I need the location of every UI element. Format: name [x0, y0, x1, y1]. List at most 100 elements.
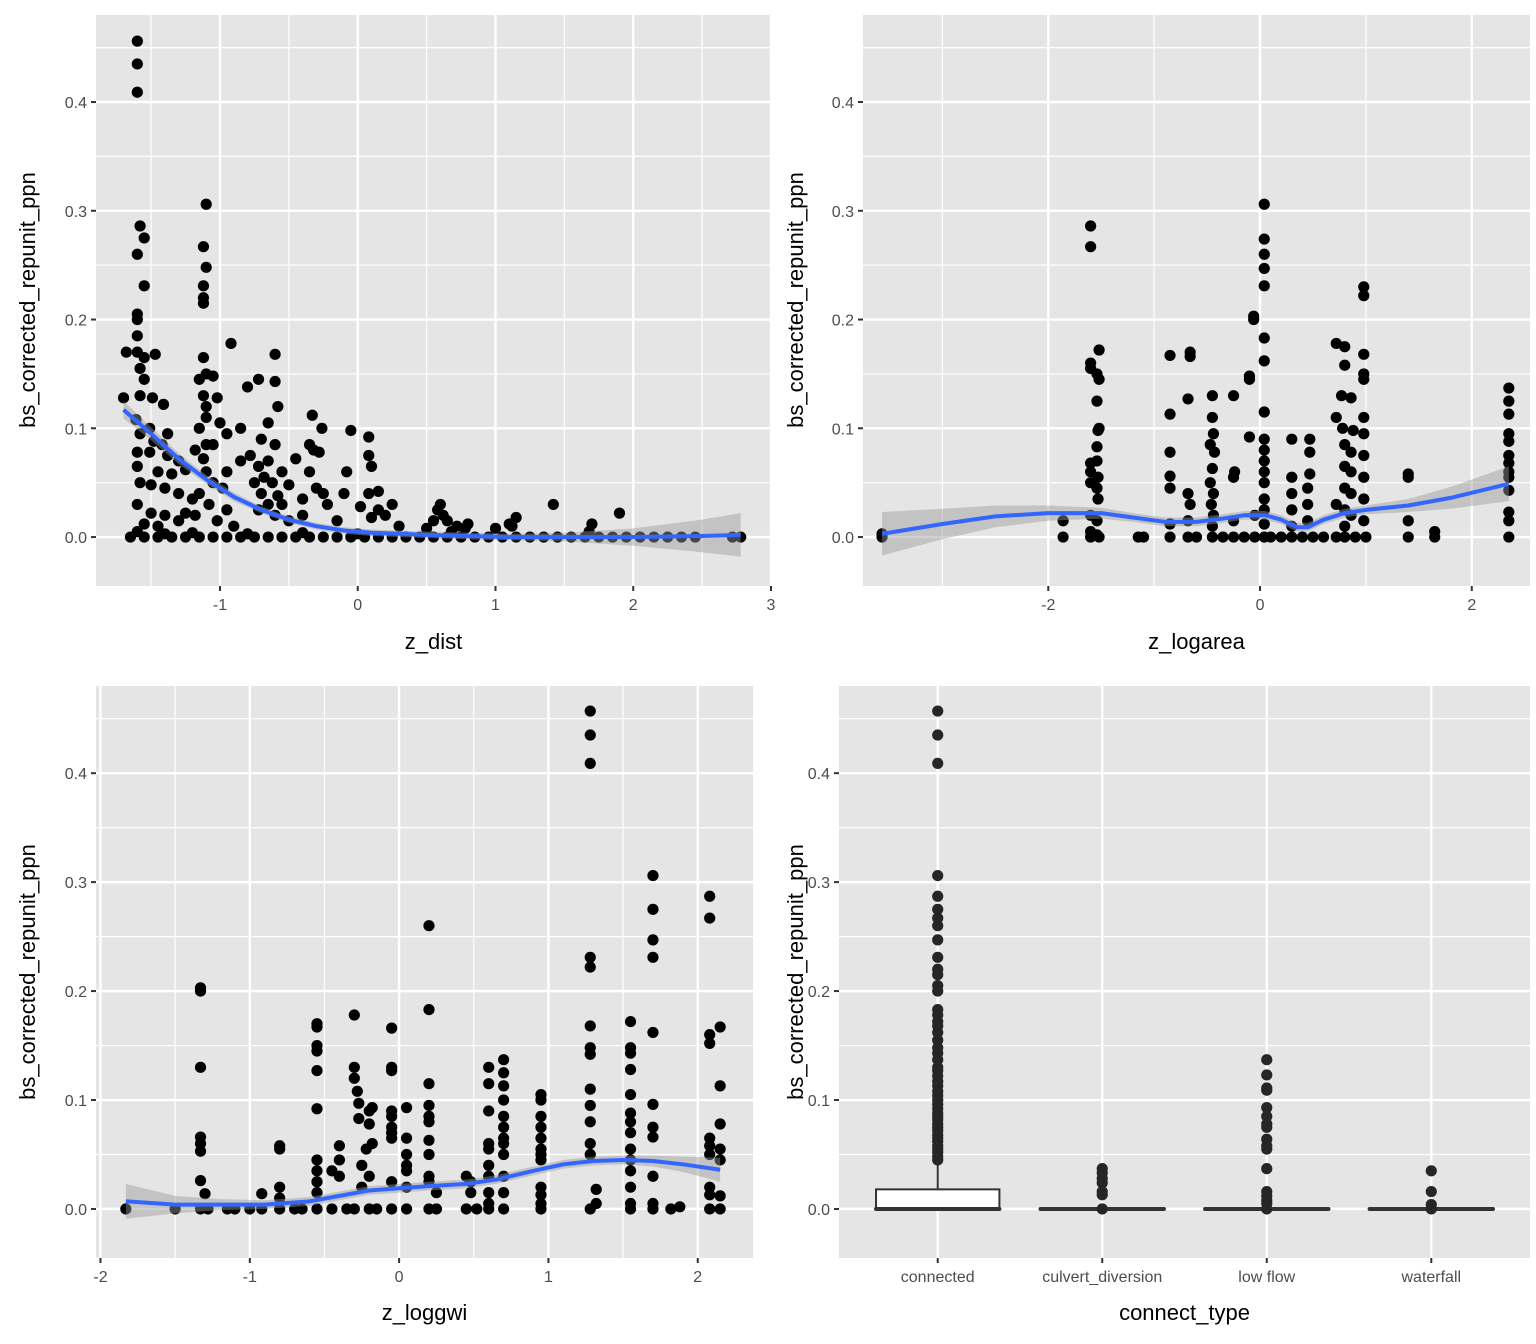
data-point — [1503, 484, 1515, 496]
data-point — [1249, 531, 1261, 543]
data-point — [363, 487, 375, 500]
data-point — [214, 417, 226, 429]
data-point — [203, 498, 215, 511]
data-point — [138, 352, 150, 364]
data-point — [333, 1154, 345, 1166]
x-tick-label: culvert_diversion — [1042, 1269, 1162, 1286]
data-point — [1402, 515, 1414, 527]
data-point — [400, 1132, 413, 1144]
data-point — [423, 1003, 435, 1016]
data-point — [624, 1107, 637, 1119]
data-point — [348, 1072, 360, 1084]
data-point — [624, 1203, 637, 1215]
data-point — [1207, 428, 1220, 440]
data-point — [613, 507, 626, 519]
smooth-line — [881, 481, 1510, 536]
data-point — [333, 1170, 345, 1182]
data-point — [386, 1203, 398, 1215]
data-point — [584, 1020, 596, 1032]
data-point — [311, 1065, 323, 1077]
data-point — [1057, 515, 1069, 527]
data-point — [584, 1099, 596, 1112]
data-point — [584, 705, 596, 717]
outlier-point — [1261, 1084, 1273, 1096]
data-point — [674, 1201, 686, 1213]
data-point — [386, 498, 398, 511]
data-point — [1503, 515, 1515, 527]
data-point — [393, 520, 405, 532]
data-point — [131, 446, 143, 458]
y-tick-label: 0.2 — [65, 313, 87, 330]
x-tick-label: waterfall — [1400, 1269, 1461, 1286]
data-point — [714, 1021, 726, 1033]
data-point — [1204, 477, 1216, 489]
data-point — [173, 487, 185, 500]
data-point — [1286, 487, 1298, 500]
data-point — [584, 729, 596, 741]
data-point — [117, 392, 130, 404]
data-point — [197, 280, 210, 292]
data-point — [221, 504, 233, 516]
panel-background — [863, 15, 1530, 586]
data-point — [1092, 424, 1104, 437]
data-point — [138, 518, 150, 530]
data-point — [386, 1065, 398, 1077]
data-point — [1307, 531, 1319, 543]
y-tick-label: 0.1 — [65, 1093, 87, 1110]
data-point — [1190, 531, 1203, 543]
data-point — [379, 509, 391, 521]
outlier-point — [932, 934, 944, 946]
data-point — [297, 493, 309, 505]
data-point — [1182, 487, 1194, 500]
data-point — [386, 1022, 398, 1034]
data-point — [276, 498, 288, 511]
data-point — [535, 1121, 547, 1133]
data-point — [138, 373, 150, 385]
data-point — [624, 1015, 637, 1028]
data-point — [624, 1127, 637, 1139]
y-tick-label: 0.3 — [808, 875, 830, 892]
data-point — [483, 1078, 495, 1090]
data-point — [483, 1061, 495, 1073]
data-point — [704, 1037, 716, 1049]
data-point — [1206, 411, 1218, 424]
data-point — [483, 1187, 495, 1199]
data-point — [647, 903, 659, 915]
outlier-point — [932, 920, 944, 932]
data-point — [624, 1143, 637, 1155]
data-point — [1093, 531, 1105, 543]
data-point — [354, 501, 367, 513]
outlier-point — [932, 705, 944, 717]
x-tick-label: 2 — [629, 597, 638, 614]
data-point — [131, 86, 143, 98]
data-point — [194, 985, 207, 997]
data-point — [221, 531, 233, 543]
data-point — [1227, 531, 1240, 543]
data-point — [1286, 433, 1298, 445]
data-point — [200, 466, 212, 478]
data-point — [200, 411, 212, 424]
data-point — [1503, 382, 1515, 394]
data-point — [624, 1165, 637, 1177]
data-point — [262, 455, 274, 467]
data-point — [207, 439, 219, 451]
data-point — [144, 446, 156, 458]
x-tick-label: 2 — [693, 1269, 702, 1286]
data-point — [704, 1029, 716, 1041]
y-axis-title: bs_corrected_repunit_ppn — [15, 844, 40, 1100]
data-point — [366, 1102, 378, 1114]
data-point — [714, 1080, 726, 1092]
data-point — [297, 509, 309, 521]
data-point — [272, 490, 284, 502]
data-point — [194, 1175, 207, 1187]
data-point — [386, 1176, 398, 1188]
data-point — [584, 1138, 596, 1150]
data-point — [1243, 373, 1256, 385]
data-point — [1339, 359, 1351, 371]
data-point — [535, 1154, 547, 1166]
data-point — [272, 400, 284, 413]
data-point — [1091, 455, 1103, 467]
data-point — [311, 1203, 323, 1215]
data-point — [535, 1189, 547, 1201]
data-point — [120, 1203, 132, 1215]
